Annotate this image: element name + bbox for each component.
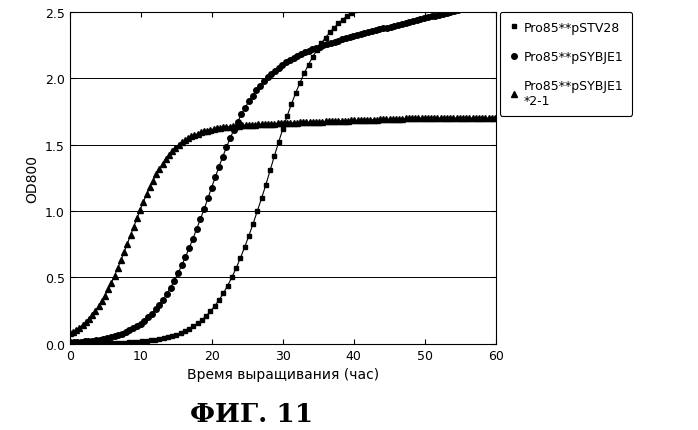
Pro85**pSYBJE1
*2-1 bbox=[324, 120, 332, 125]
Pro85**pSYBJE1
*2-1 bbox=[66, 331, 74, 336]
Pro85**pSYBJE1 bbox=[91, 338, 100, 343]
Legend: Pro85**pSTV28, Pro85**pSYBJE1, Pro85**pSYBJE1
*2-1: Pro85**pSTV28, Pro85**pSYBJE1, Pro85**pS… bbox=[500, 13, 632, 117]
Pro85**pSYBJE1
*2-1 bbox=[337, 119, 346, 124]
Line: Pro85**pSYBJE1: Pro85**pSYBJE1 bbox=[67, 1, 498, 345]
Pro85**pSTV28 bbox=[91, 341, 100, 346]
Y-axis label: OD800: OD800 bbox=[25, 154, 39, 203]
Pro85**pSYBJE1
*2-1 bbox=[410, 116, 418, 121]
Line: Pro85**pSYBJE1
*2-1: Pro85**pSYBJE1 *2-1 bbox=[67, 116, 498, 336]
Line: Pro85**pSTV28: Pro85**pSTV28 bbox=[68, 0, 498, 346]
Pro85**pSYBJE1 bbox=[313, 46, 321, 51]
Text: ФИГ. 11: ФИГ. 11 bbox=[190, 401, 313, 426]
Pro85**pSYBJE1 bbox=[491, 1, 500, 6]
Pro85**pSYBJE1 bbox=[324, 42, 332, 47]
Pro85**pSTV28 bbox=[66, 341, 74, 347]
Pro85**pSTV28 bbox=[324, 33, 332, 38]
Pro85**pSYBJE1 bbox=[432, 14, 440, 19]
Pro85**pSYBJE1
*2-1 bbox=[389, 117, 397, 122]
Pro85**pSYBJE1 bbox=[484, 1, 493, 6]
X-axis label: Время выращивания (час): Время выращивания (час) bbox=[186, 367, 379, 381]
Pro85**pSTV28 bbox=[313, 48, 321, 53]
Pro85**pSYBJE1 bbox=[66, 340, 74, 345]
Pro85**pSTV28 bbox=[337, 19, 346, 25]
Pro85**pSYBJE1 bbox=[337, 38, 346, 43]
Pro85**pSYBJE1
*2-1 bbox=[91, 308, 100, 313]
Pro85**pSYBJE1 bbox=[389, 25, 397, 30]
Pro85**pSYBJE1
*2-1 bbox=[313, 120, 321, 125]
Pro85**pSYBJE1
*2-1 bbox=[433, 116, 441, 121]
Pro85**pSYBJE1
*2-1 bbox=[491, 116, 500, 121]
